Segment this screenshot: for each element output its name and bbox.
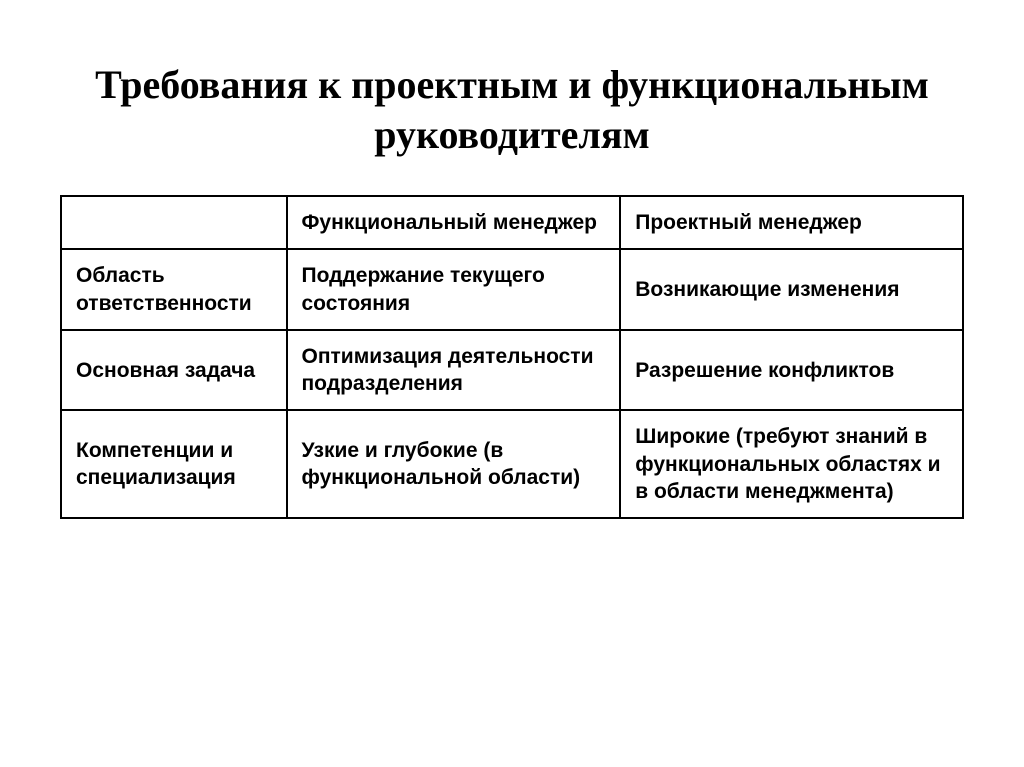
table-cell: Возникающие изменения [620, 249, 963, 330]
table-row: Компетенции и специализация Узкие и глуб… [61, 410, 963, 518]
table-cell: Оптимизация деятельности подразделения [287, 330, 621, 411]
table-cell-rowlabel: Компетенции и специализация [61, 410, 287, 518]
comparison-table: Функциональный менеджер Проектный менедж… [60, 195, 964, 519]
table-cell: Узкие и глубокие (в функциональной облас… [287, 410, 621, 518]
table-cell: Широкие (требуют знаний в функциональных… [620, 410, 963, 518]
table-header-row: Функциональный менеджер Проектный менедж… [61, 196, 963, 249]
slide-title: Требования к проектным и функциональным … [60, 60, 964, 160]
table-header-cell-functional: Функциональный менеджер [287, 196, 621, 249]
table-header-cell-project: Проектный менеджер [620, 196, 963, 249]
table-row: Основная задача Оптимизация деятельности… [61, 330, 963, 411]
table-cell-rowlabel: Область ответственности [61, 249, 287, 330]
table-cell-rowlabel: Основная задача [61, 330, 287, 411]
table-cell: Поддержание текущего состояния [287, 249, 621, 330]
table-header-cell-empty [61, 196, 287, 249]
table-cell: Разрешение конфликтов [620, 330, 963, 411]
table-row: Область ответственности Поддержание теку… [61, 249, 963, 330]
